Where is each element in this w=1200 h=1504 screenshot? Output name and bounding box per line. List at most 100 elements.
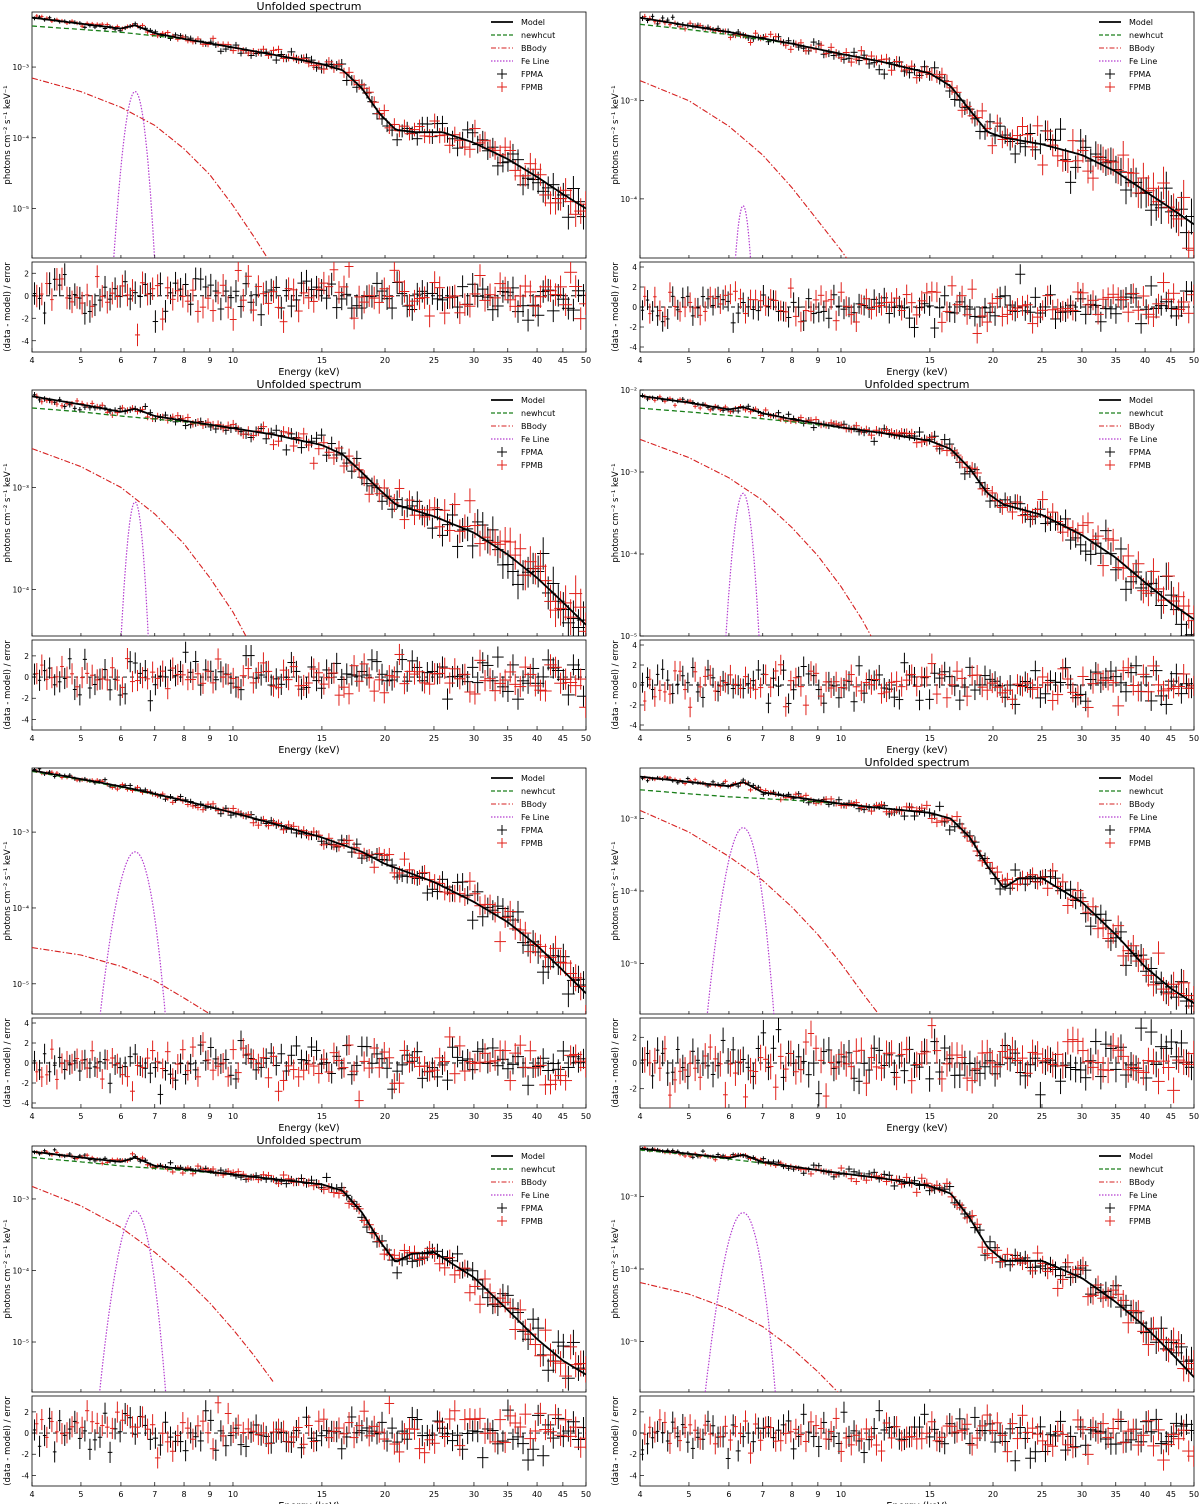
residual-area — [640, 652, 1194, 718]
x-tick-label: 40 — [1140, 734, 1150, 743]
residual-area — [32, 641, 586, 718]
x-tick-label: 50 — [1189, 356, 1199, 365]
residual-y-tick-label: -2 — [22, 1079, 30, 1088]
x-tick-label: 10 — [836, 734, 846, 743]
x-tick-label: 4 — [29, 734, 34, 743]
legend: Model newhcut BBody Fe Line FPMA FPMB — [491, 18, 555, 92]
x-tick-label: 5 — [78, 356, 83, 365]
x-tick-label: 5 — [686, 356, 691, 365]
plot-area — [32, 392, 586, 636]
residual-area — [32, 1026, 586, 1108]
legend-newhcut-label: newhcut — [1129, 31, 1163, 40]
chart-title: Unfolded spectrum — [865, 378, 970, 391]
model-curve — [640, 16, 1194, 226]
y-tick-label: 10⁻⁴ — [620, 195, 637, 204]
x-tick-label: 9 — [207, 1112, 212, 1121]
x-tick-label: 40 — [532, 356, 542, 365]
x-tick-label: 30 — [1077, 356, 1087, 365]
main-plot-frame — [31, 11, 587, 259]
residual-y-tick-label: -2 — [22, 314, 30, 323]
fpmb-residuals — [35, 262, 586, 347]
x-tick-label: 50 — [581, 734, 591, 743]
residual-y-tick-label: -4 — [22, 715, 30, 724]
residual-y-tick-label: -2 — [630, 701, 638, 710]
fpma-residuals — [32, 1030, 586, 1105]
legend-fpmb-label: FPMB — [1129, 461, 1151, 470]
x-tick-label: 45 — [558, 1112, 568, 1121]
legend-fpma-label: FPMA — [1129, 70, 1151, 79]
legend-fpmb-label: FPMB — [521, 461, 543, 470]
fpma-data-points — [32, 392, 586, 636]
main-plot-frame — [639, 11, 1195, 259]
residual-y-tick-label: 0 — [632, 681, 637, 690]
chart-title: Unfolded spectrum — [865, 756, 970, 769]
x-tick-label: 25 — [429, 356, 439, 365]
residual-y-tick-label: -4 — [630, 721, 638, 730]
plot-area — [640, 774, 1194, 1014]
x-tick-label: 35 — [503, 356, 513, 365]
legend-fpma-label: FPMA — [521, 70, 543, 79]
legend-fpmb-label: FPMB — [521, 839, 543, 848]
x-tick-label: 50 — [581, 356, 591, 365]
x-axis-label: Energy (keV) — [278, 1123, 339, 1134]
x-tick-label: 20 — [988, 734, 998, 743]
x-tick-label: 15 — [317, 734, 327, 743]
legend-model-label: Model — [1129, 396, 1153, 405]
x-tick-label: 40 — [532, 734, 542, 743]
newhcut-curve — [32, 770, 586, 994]
x-tick-label: 10 — [228, 734, 238, 743]
y-tick-label: 10⁻⁵ — [620, 632, 637, 641]
fe-line-curve — [734, 205, 752, 258]
fe-line-curve — [725, 492, 760, 636]
legend-bbody-label: BBody — [521, 800, 547, 809]
residual-y-axis-label: (data - model) / error — [3, 262, 13, 352]
y-tick-label: 10⁻⁵ — [620, 959, 637, 968]
y-tick-label: 10⁻⁴ — [12, 134, 29, 143]
x-tick-label: 20 — [380, 734, 390, 743]
x-tick-label: 50 — [581, 1112, 591, 1121]
residual-y-tick-label: 4 — [24, 1019, 29, 1028]
fpma-residuals — [640, 264, 1194, 339]
residual-y-tick-label: -4 — [630, 343, 638, 352]
spectrum-panel: photons cm⁻² s⁻¹ keV⁻¹ 10⁻³ 10⁻⁴ Model newhc… — [611, 11, 1199, 378]
fpma-data-points — [640, 393, 1194, 636]
fe-line-curve — [99, 851, 166, 1014]
chart-title: Unfolded spectrum — [257, 378, 362, 391]
legend-fpmb-label: FPMB — [521, 83, 543, 92]
x-tick-label: 15 — [317, 1112, 327, 1121]
y-tick-label: 10⁻³ — [620, 815, 637, 824]
fe-line-curve — [113, 90, 156, 258]
legend-newhcut-label: newhcut — [521, 31, 555, 40]
model-curve — [640, 394, 1194, 621]
legend-fe-line-label: Fe Line — [1129, 435, 1157, 444]
main-plot-frame — [31, 389, 587, 637]
fpmb-data-points — [35, 768, 586, 1014]
residual-y-axis-label: (data - model) / error — [611, 262, 621, 352]
legend-fpmb-label: FPMB — [1129, 83, 1151, 92]
x-tick-label: 25 — [429, 734, 439, 743]
y-tick-label: 10⁻³ — [12, 483, 29, 492]
newhcut-curve — [32, 25, 586, 210]
bbody-curve — [640, 80, 848, 258]
fpma-data-points — [640, 13, 1194, 251]
x-tick-label: 40 — [532, 1112, 542, 1121]
x-tick-label: 5 — [78, 734, 83, 743]
legend-fe-line-label: Fe Line — [521, 435, 549, 444]
x-tick-label: 7 — [152, 1112, 157, 1121]
fpmb-residuals — [35, 1026, 586, 1108]
residual-area — [32, 262, 586, 347]
model-curve — [32, 395, 586, 626]
plot-area — [640, 13, 1194, 258]
residual-y-tick-label: -4 — [22, 1099, 30, 1108]
x-tick-label: 10 — [228, 356, 238, 365]
x-tick-label: 4 — [29, 1112, 34, 1121]
x-tick-label: 10 — [228, 1112, 238, 1121]
residual-y-tick-label: 0 — [24, 292, 29, 301]
x-tick-label: 9 — [207, 356, 212, 365]
legend-model-label: Model — [521, 774, 545, 783]
bbody-curve — [32, 448, 247, 636]
legend-fpma-label: FPMA — [1129, 448, 1151, 457]
x-tick-label: 7 — [760, 734, 765, 743]
x-tick-label: 45 — [1166, 734, 1176, 743]
